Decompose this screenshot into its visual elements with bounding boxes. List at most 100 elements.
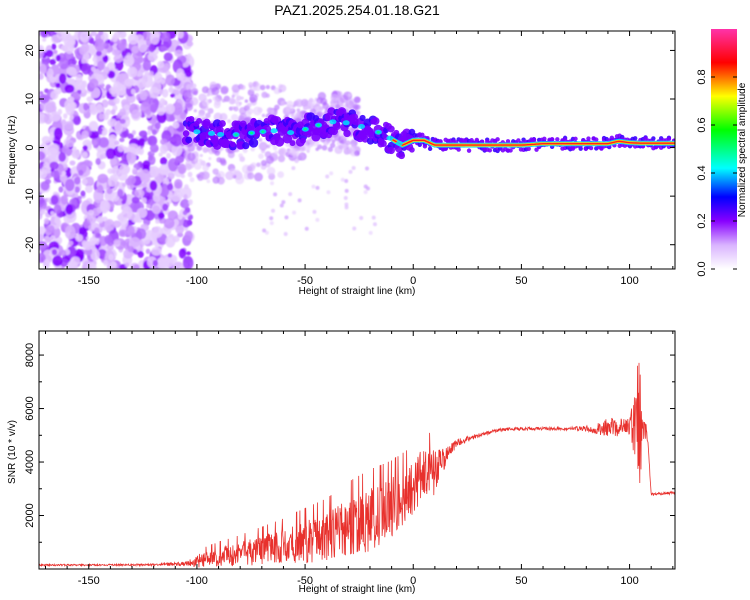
spectrogram-noise-cell [185, 70, 192, 78]
spectrogram-noise-cell [64, 225, 76, 240]
spectrogram-noise-cell [186, 53, 192, 60]
spectrogram-noise-cell [107, 177, 117, 187]
spectrogram-halo-cell [249, 94, 258, 103]
spectrogram-ridge-cell [387, 125, 395, 133]
spectrogram-noise-cell [172, 121, 180, 129]
spectrogram-noise-cell [156, 104, 166, 116]
colorbar: 0.0 0.2 0.4 0.6 0.8 Normalized spectral ampl… [696, 29, 748, 277]
spectrogram-noise-cell [120, 217, 129, 229]
spectrogram-noise-cell [170, 93, 176, 98]
spectrogram-noise-cell [98, 31, 104, 36]
spectrogram-noise-cell [117, 188, 124, 198]
spectrogram-ridge-cell [632, 136, 638, 141]
spectrogram-halo-cell [247, 172, 255, 180]
spectrogram-noise-cell [39, 226, 46, 235]
spectrogram-noise-cell [88, 120, 99, 132]
spectrogram-spur-cell [344, 202, 349, 207]
spectrogram-noise-cell [142, 59, 152, 71]
spectrogram-noise-cell [167, 172, 175, 180]
spectrogram-noise-cell [64, 84, 75, 93]
spectrogram-halo-cell [350, 143, 357, 149]
spectrogram-noise-cell [131, 109, 140, 120]
spectrogram-halo-cell [346, 149, 352, 154]
spectrogram-noise-cell [65, 104, 75, 116]
spectrogram-ridge-peak [270, 128, 278, 134]
spectrogram-noise-cell [107, 238, 114, 247]
spectrogram-halo-cell [296, 108, 301, 113]
spectrogram-noise-cell [43, 259, 51, 269]
spectrogram-noise-cell [132, 171, 138, 175]
spectrogram-noise-cell [178, 248, 187, 259]
spectrogram-ridge-cell [351, 113, 359, 121]
spectrogram-halo-cell [280, 100, 286, 106]
snr-panel: -150 -100 -50 0 50 100 2000 4000 6000 8000 Heigh… [7, 330, 676, 595]
spectrogram-x-tick-label: -100 [186, 275, 208, 287]
spectrogram-halo-cell [259, 84, 266, 91]
spectrogram-ridge-peak-core [317, 123, 321, 127]
spectrogram-halo-cell [213, 101, 221, 109]
spectrogram-noise-cell [131, 50, 143, 65]
spectrogram-noise-cell [167, 183, 174, 191]
spectrogram-noise-cell [39, 168, 48, 180]
spectrogram-halo-cell [354, 150, 360, 157]
spectrogram-noise-cell [177, 232, 184, 238]
spectrogram-noise-cell [181, 186, 192, 200]
spectrogram-noise-cell [152, 259, 158, 267]
spectrogram-halo-cell [353, 96, 361, 104]
spectrogram-noise-cell [94, 232, 102, 239]
spectrogram-noise-cell [121, 200, 127, 205]
spectrogram-spur-cell [264, 230, 269, 235]
spectrogram-noise-cell [149, 165, 160, 178]
spectrogram-noise-cell [117, 170, 128, 181]
spectrogram-ridge-cell [359, 114, 366, 121]
spectrogram-noise-cell [109, 158, 118, 166]
spectrogram-x-tick-label: -150 [78, 275, 100, 287]
spectrogram-noise-cell [118, 229, 128, 238]
spectrogram-noise-cell [127, 143, 139, 153]
spectrogram-spur-cell [281, 200, 286, 205]
spectrogram-noise-cell [103, 259, 109, 266]
spectrogram-halo-cell [327, 146, 333, 152]
spectrogram-halo-cell [187, 88, 193, 95]
snr-y-ticks: 2000 4000 6000 8000 [24, 343, 675, 543]
spectrogram-noise-cell [174, 155, 185, 164]
spectrogram-noise-cell [137, 78, 147, 89]
spectrogram-noise-cell [69, 160, 76, 166]
spectrogram-noise-cell [148, 43, 156, 53]
spectrogram-noise-cell [64, 41, 75, 55]
spectrogram-noise-cell [94, 38, 105, 52]
spectrogram-noise-cell [118, 39, 127, 51]
spectrogram-noise-cell [40, 208, 46, 215]
spectrogram-ridge-cell [289, 140, 296, 147]
spectrogram-halo-cell [199, 153, 203, 158]
colorbar-gradient [711, 29, 737, 269]
spectrogram-noise-cell [110, 109, 116, 115]
spectrogram-noise-cell [89, 38, 95, 45]
spectrogram-spur-cell [269, 216, 274, 221]
spectrogram-halo-cell [335, 104, 341, 110]
spectrogram-noise-cell [39, 45, 45, 54]
spectrogram-halo-cell [266, 166, 276, 176]
spectrogram-ridge [181, 107, 675, 160]
spectrogram-noise-cell [49, 58, 56, 66]
spectrogram-halo-cell [248, 84, 253, 89]
spectrogram-spur-cell [284, 215, 289, 220]
spectrogram-halo-cell [307, 99, 316, 107]
spectrogram-noise-cell [133, 216, 141, 223]
spectrogram-noise-cell [145, 248, 151, 255]
spectrogram-ridge-cell [198, 140, 205, 146]
spectrogram-ridge-cell [555, 137, 560, 142]
spectrogram-noise-cell [39, 94, 50, 104]
spectrogram-spur-cell [351, 166, 356, 171]
spectrogram-noise-cell [50, 170, 60, 178]
spectrogram-noise-cell [51, 43, 57, 51]
colorbar-tick-label: 0.6 [696, 117, 708, 132]
spectrogram-halo-cell [348, 93, 352, 97]
spectrogram-noise-cell [182, 210, 188, 216]
spectrogram-halo-cell [321, 145, 328, 151]
spectrogram-noise-cell [110, 261, 117, 269]
spectrogram-ridge-peak [217, 131, 225, 137]
spectrogram-halo-cell [339, 102, 344, 107]
spectrogram-spur-cell [371, 215, 376, 220]
spectrogram-noise-cell [172, 89, 180, 96]
